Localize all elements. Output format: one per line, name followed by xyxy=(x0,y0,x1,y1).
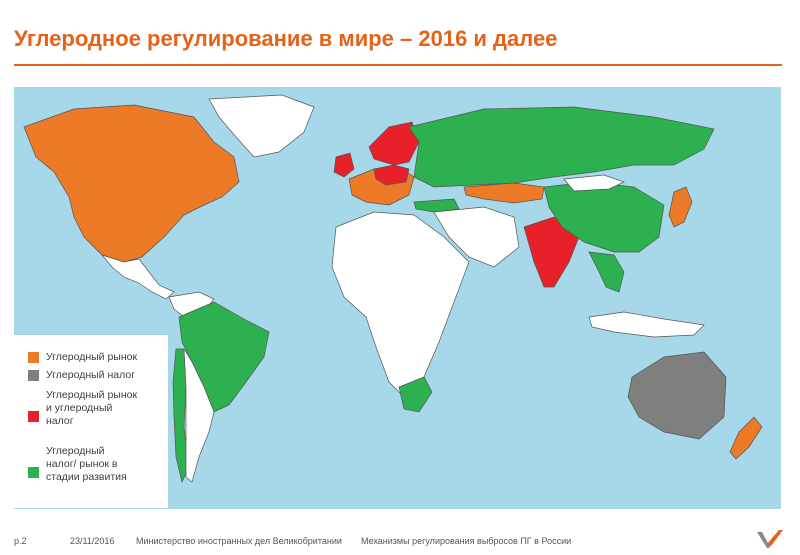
kazakhstan xyxy=(463,182,545,204)
middle-east xyxy=(433,206,520,268)
legend-swatch xyxy=(28,411,39,422)
mongolia xyxy=(563,174,625,192)
central-america xyxy=(100,254,175,300)
title-divider xyxy=(14,64,782,66)
japan xyxy=(668,186,693,228)
legend-label: Углеродный рынок и углеродный налог xyxy=(46,389,138,427)
russia xyxy=(408,106,715,188)
legend-swatch xyxy=(28,352,39,363)
check-v-logo-icon xyxy=(757,530,783,548)
legend-label: Углеродный налог/ рынок в стадии развити… xyxy=(46,445,127,483)
footer-date: 23/11/2016 xyxy=(70,536,115,546)
africa xyxy=(331,211,470,398)
legend-label: Углеродный налог xyxy=(46,369,136,381)
legend-swatch xyxy=(28,467,39,478)
north-america xyxy=(23,104,240,263)
southeast-asia xyxy=(588,251,625,293)
uk-ireland xyxy=(333,152,355,178)
footer-document-title: Механизмы регулирования выбросов ПГ в Ро… xyxy=(361,536,572,546)
greenland xyxy=(208,94,315,158)
indonesia xyxy=(588,311,705,338)
legend-swatch xyxy=(28,370,39,381)
world-map-svg xyxy=(23,94,763,484)
footer-page-number: p.2 xyxy=(14,536,27,546)
page-title: Углеродное регулирование в мире – 2016 и… xyxy=(14,26,558,51)
new-zealand xyxy=(729,416,763,460)
australia xyxy=(627,351,727,440)
footer-source: Министерство иностранных дел Великобрита… xyxy=(136,536,342,546)
south-africa xyxy=(398,376,433,413)
legend-label: Углеродный рынок xyxy=(46,351,138,363)
map-legend: Углеродный рынок Углеродный налог Углеро… xyxy=(14,335,168,508)
china xyxy=(543,181,665,253)
central-europe xyxy=(373,164,410,186)
scandinavia xyxy=(368,121,420,166)
argentina xyxy=(183,348,215,483)
